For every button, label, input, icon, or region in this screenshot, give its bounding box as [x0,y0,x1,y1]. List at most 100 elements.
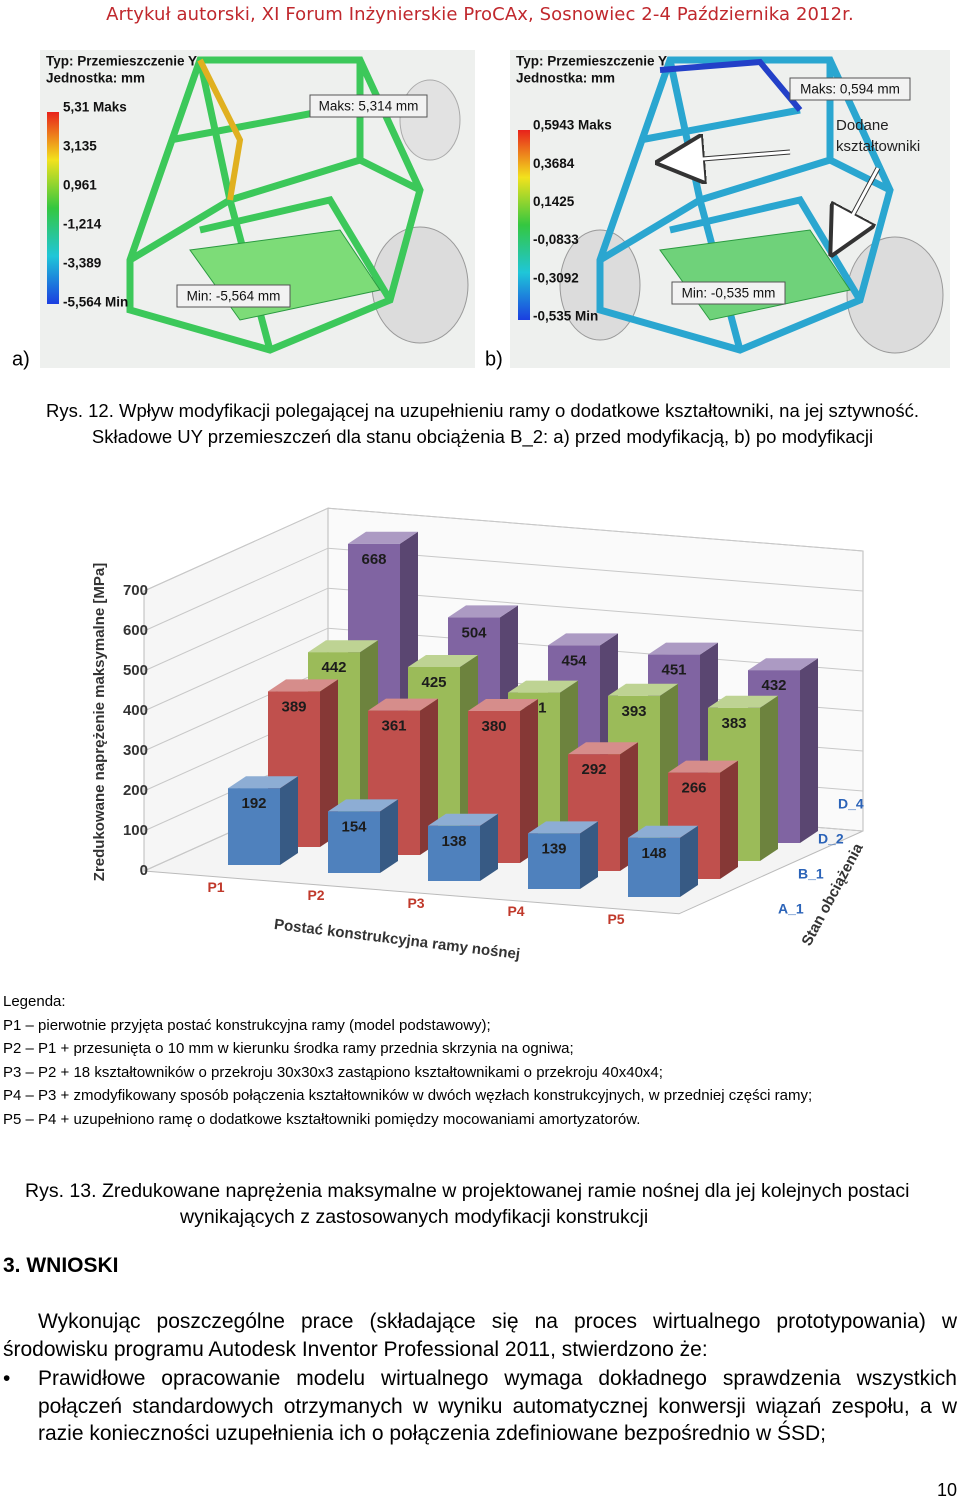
bar-side [420,698,438,855]
value-label: 361 [381,718,406,735]
legend-block: Legenda: P1 – pierwotnie przyjęta postać… [3,990,943,1131]
y-tick-label: 200 [123,782,148,799]
value-label: 504 [461,624,487,641]
value-label: 393 [621,703,646,720]
bar [428,813,498,881]
x-tick-label: P1 [207,879,224,895]
bar-top [428,813,498,826]
bar-side [520,699,538,863]
bar-top [268,679,338,692]
bar-top [628,825,698,838]
y-tick-label: 700 [123,582,148,599]
arrow [664,150,791,164]
callout-text: Min: -0,535 mm [682,286,776,301]
bar-top [568,742,638,755]
bar-front [328,811,380,873]
value-label: 192 [241,795,266,812]
bar-top [508,680,578,693]
value-label: 383 [721,715,746,732]
panel-label: b) [485,348,503,370]
value-label: 138 [441,833,466,850]
bar-top [608,683,678,696]
value-label: 389 [281,698,306,715]
value-label: 154 [341,818,367,835]
bar-top [348,531,418,544]
legend-title: Legenda: [3,993,66,1010]
bar-front [528,833,580,889]
value-label: 380 [481,718,506,735]
panel-label: a) [12,348,30,370]
bar [328,799,398,873]
callout-text: Maks: 0,594 mm [800,82,900,97]
value-label: 292 [581,761,606,778]
color-scale [518,130,530,320]
scale-label: -1,214 [63,217,102,232]
fem-panel-b [510,50,950,368]
color-scale [47,112,59,304]
bar-side [680,825,698,897]
y-axis-title: Zredukowane naprężenie maksymalne [MPa] [91,563,108,881]
x-tick-label: P4 [507,903,524,919]
scale-label: -0,535 Min [533,309,598,324]
scale-label: 0,5943 Maks [533,118,612,133]
bar-front [228,788,280,865]
page-number: 10 [936,1480,957,1500]
value-label: 425 [421,674,446,691]
z-axis-title: Stan obciążenia [798,840,867,949]
frame-wireframe [197,58,244,201]
bar [228,776,298,865]
bar-top [548,633,618,646]
bar-side [380,799,398,873]
section-heading: 3. WNIOSKI [3,1254,119,1277]
x-tick-label: P5 [607,911,624,927]
bar-top [308,640,378,653]
figures: Typ: Przemieszczenie Y Jednostka: mm 5,31 … [12,50,950,963]
callout-box [789,77,911,101]
value-label: 454 [561,652,587,669]
bar-top [228,776,298,789]
y-tick-label: 500 [123,662,148,679]
wheel [371,226,469,344]
x-tick-label: P3 [407,895,424,911]
scale-label: -5,564 Min [63,295,128,310]
type-label: Typ: Przemieszczenie Y [516,54,667,69]
bar-top [468,699,538,711]
y-tick-label: 400 [123,702,148,719]
callout-text: Maks: 5,314 mm [319,99,419,114]
value-label: 148 [641,845,666,862]
callout-box [671,281,786,305]
callout-box [176,284,291,308]
bar-top [528,821,598,834]
bullet-list: Prawidłowe opracowanie modelu wirtualneg… [3,1365,957,1448]
figure-caption: Rys. 12. Wpływ modyfikacji polegającej n… [46,400,919,447]
callout-text: Min: -5,564 mm [187,289,281,304]
bar-top [408,655,478,667]
value-label: 668 [361,551,386,568]
scale-label: -3,389 [63,256,101,271]
bar-side [800,658,818,843]
scale-label: 0,961 [63,178,97,193]
bar-top [368,698,438,711]
scale-label: -0,0833 [533,232,579,247]
wheel [399,79,461,161]
added-note: Dodane [836,117,889,134]
bar-side [480,813,498,881]
bar-front [428,825,480,881]
bar-side [580,821,598,889]
grid-line [143,507,864,592]
bar-front [628,837,680,897]
bar [628,825,698,897]
bar-side [280,776,298,865]
y-tick-label: 100 [123,822,148,839]
paragraph: Wykonując poszczególne prace (składające… [3,1310,957,1361]
value-label: 442 [321,659,346,676]
bar-top [648,642,718,655]
unit-label: Jednostka: mm [516,71,615,86]
scale-label: 0,1425 [533,194,575,209]
legend-entry: B_1 [798,866,824,882]
x-tick-label: P2 [307,887,324,903]
scale-label: 3,135 [63,139,97,154]
legend-item: P3 – P2 + 18 kształtowników o przekroju … [3,1063,663,1081]
bar [528,821,598,889]
